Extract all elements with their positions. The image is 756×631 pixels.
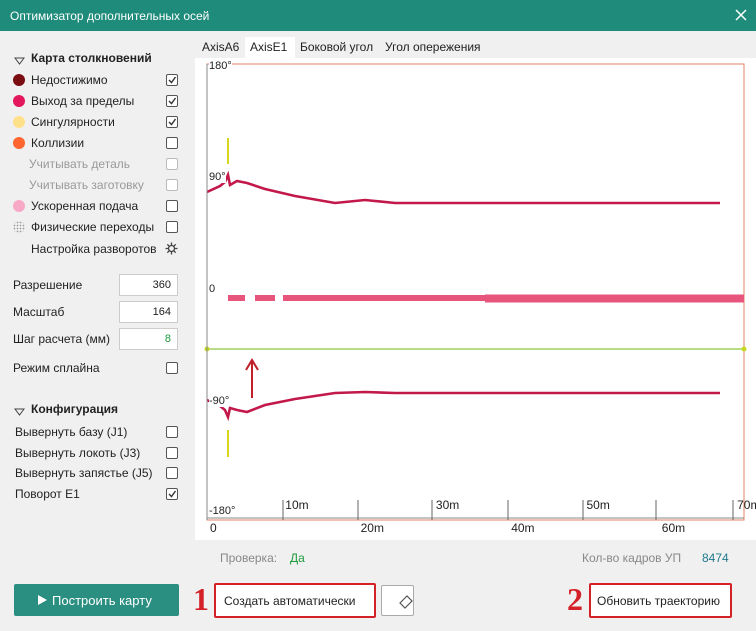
rotation-settings[interactable]: Настройка разворотов	[31, 242, 157, 256]
build-button-label[interactable]: Построить карту	[52, 593, 152, 608]
item-label: Ускоренная подача	[31, 199, 139, 213]
section-title: Карта столкновений	[31, 51, 152, 65]
eraser-button[interactable]	[381, 585, 414, 616]
param-input[interactable]: 360	[119, 274, 178, 296]
y-label: -180°	[209, 505, 236, 517]
legend-dot	[13, 116, 25, 128]
x-label: 70m	[737, 498, 756, 512]
param-input[interactable]: 164	[119, 301, 178, 323]
checkbox[interactable]	[166, 200, 178, 212]
checkbox[interactable]	[166, 221, 178, 233]
checkbox[interactable]	[166, 116, 178, 128]
x-label: 0	[210, 521, 217, 535]
checkbox[interactable]	[166, 446, 178, 459]
annotation-marker: 2	[567, 581, 583, 617]
param-label: Масштаб	[13, 305, 65, 319]
checkbox[interactable]	[166, 467, 178, 480]
gear-icon	[165, 242, 178, 258]
item-label: Сингулярности	[31, 115, 115, 129]
x-label: 50m	[586, 498, 610, 512]
item-label: Коллизии	[31, 136, 85, 150]
y-label: 0	[209, 283, 216, 295]
item-label: Учитывать заготовку	[29, 178, 144, 192]
param-label: Разрешение	[13, 278, 83, 292]
checkbox	[166, 158, 178, 170]
param-label: Режим сплайна	[13, 361, 100, 375]
param-input[interactable]: 8	[119, 328, 178, 350]
checkbox[interactable]	[166, 95, 178, 107]
collapse-icon	[14, 54, 25, 68]
close-button[interactable]	[735, 9, 747, 21]
tab[interactable]: Угол опережения	[385, 40, 481, 54]
section-title: Конфигурация	[31, 402, 119, 416]
item-label: Физические переходы	[31, 220, 155, 234]
eraser-icon	[399, 595, 413, 609]
config-label: Вывернуть базу (J1)	[15, 425, 128, 439]
build-button[interactable]	[14, 584, 179, 616]
item-label: Недостижимо	[31, 73, 108, 87]
plot	[204, 63, 747, 521]
item-label: Учитывать деталь	[29, 157, 130, 171]
collapse-icon	[14, 405, 25, 419]
config-label: Вывернуть запястье (J5)	[15, 466, 153, 481]
checkbox[interactable]	[166, 137, 178, 149]
tab[interactable]: Боковой угол	[300, 40, 374, 54]
window-title: Оптимизатор дополнительных осей	[10, 9, 210, 23]
x-label: 10m	[285, 498, 309, 512]
checkbox[interactable]	[166, 426, 178, 438]
status-value: 8474	[702, 551, 729, 565]
x-label: 60m	[661, 521, 686, 535]
update-button-label[interactable]: Обновить траекторию	[597, 594, 720, 608]
checkbox	[166, 179, 178, 191]
annotation-marker: 1	[193, 581, 209, 617]
legend-dot	[13, 200, 25, 212]
checkbox[interactable]	[166, 74, 178, 86]
status-label: Кол-во кадров УП	[582, 551, 682, 565]
config-label: Поворот E1	[15, 487, 80, 502]
param-label: Шаг расчета (мм)	[13, 332, 110, 346]
x-label: 30m	[435, 498, 460, 512]
checkbox[interactable]	[166, 362, 178, 374]
auto-button[interactable]	[214, 583, 376, 618]
checkbox[interactable]	[166, 488, 178, 501]
legend-dot	[13, 221, 25, 233]
config-label: Вывернуть локоть (J3)	[15, 445, 141, 460]
update-button[interactable]	[589, 583, 732, 618]
active-tab	[245, 37, 295, 58]
y-label: -90°	[209, 395, 230, 407]
tab[interactable]: AxisE1	[250, 40, 288, 54]
status-label: Проверка:	[220, 551, 278, 565]
status-value: Да	[290, 551, 305, 565]
tab[interactable]: AxisA6	[202, 40, 240, 54]
x-label: 40m	[511, 521, 535, 535]
x-label: 20m	[360, 521, 384, 535]
legend-dot	[13, 74, 25, 86]
legend-dot	[13, 95, 25, 107]
auto-button-label[interactable]: Создать автоматически	[224, 594, 356, 608]
legend-dot	[13, 137, 25, 149]
item-label: Выход за пределы	[31, 94, 135, 108]
title-bar	[0, 0, 756, 31]
y-label: 180°	[209, 60, 232, 72]
y-label: 90°	[209, 171, 226, 183]
